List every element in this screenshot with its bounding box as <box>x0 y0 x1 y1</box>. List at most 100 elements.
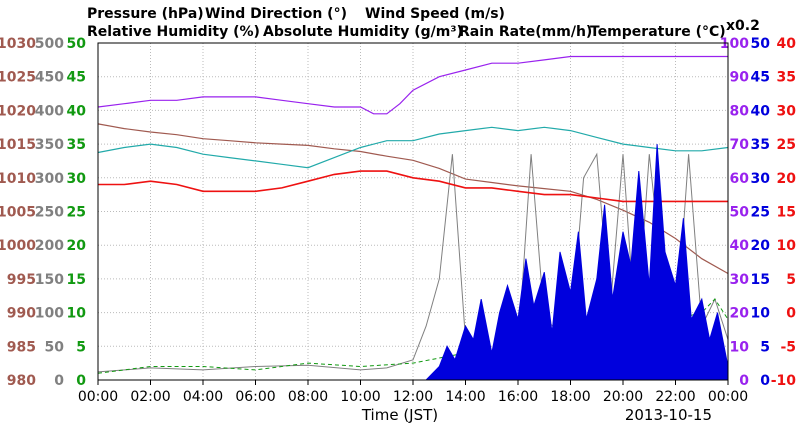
legend-absolute-humidity: Absolute Humidity (g/m³) <box>263 24 463 40</box>
wind-speed-tick: 45 <box>67 70 86 86</box>
wind-direction-tick: 50 <box>45 339 65 355</box>
wind-speed-tick: 20 <box>67 238 87 254</box>
date-label: 2013-10-15 <box>625 406 712 424</box>
wind-direction-tick: 250 <box>35 205 64 221</box>
x-tick-label: 12:00 <box>393 389 433 405</box>
x-tick-label: 04:00 <box>183 389 223 405</box>
x-axis-label: Time (JST) <box>361 406 438 424</box>
rain-rate-tick: 30 <box>751 171 771 187</box>
temperature-tick: 25 <box>777 137 796 153</box>
relative-humidity-tick: 20 <box>730 306 750 322</box>
x-tick-label: 10:00 <box>340 389 380 405</box>
temperature-tick: -10 <box>771 373 797 389</box>
wind-direction-tick: 400 <box>35 103 64 119</box>
wind-speed-tick: 15 <box>67 272 86 288</box>
rain-rate-tick: 0 <box>760 373 770 389</box>
rain-rate-tick: 40 <box>751 103 771 119</box>
relative-humidity-tick: 60 <box>730 171 750 187</box>
legend-relative-humidity: Relative Humidity (%) <box>87 24 260 40</box>
pressure-tick: 1005 <box>0 205 36 221</box>
x-tick-label: 14:00 <box>445 389 485 405</box>
legend-wind-speed: Wind Speed (m/s) <box>365 6 505 22</box>
wind-direction-tick: 300 <box>35 171 64 187</box>
rain-rate-tick: 35 <box>751 137 770 153</box>
wind-speed-tick: 0 <box>76 373 86 389</box>
x-tick-label: 18:00 <box>550 389 590 405</box>
wind-direction-tick: 0 <box>54 373 64 389</box>
wind-speed-tick: 30 <box>67 171 87 187</box>
x-tick-label: 06:00 <box>235 389 275 405</box>
wind-speed-tick: 40 <box>67 103 87 119</box>
pressure-tick: 1015 <box>0 137 36 153</box>
wind-speed-tick: 35 <box>67 137 86 153</box>
wind-direction-tick: 150 <box>35 272 64 288</box>
relative-humidity-tick: 70 <box>730 137 750 153</box>
relative-humidity-tick: 30 <box>730 272 750 288</box>
x-tick-label: 16:00 <box>498 389 538 405</box>
x-axis-ticks: 00:00 02:00 04:00 06:00 08:00 10:00 12:00 14:00… <box>78 380 748 405</box>
relative-humidity-tick: 40 <box>730 238 750 254</box>
rain-rate-tick: 45 <box>751 70 770 86</box>
relative-humidity-tick: 100 <box>720 36 749 52</box>
scale-note: x0.2 <box>726 18 760 34</box>
temperature-tick: 5 <box>786 272 796 288</box>
x-tick-label: 20:00 <box>603 389 643 405</box>
pressure-tick: 1020 <box>0 103 36 119</box>
rain-rate-tick: 20 <box>751 238 771 254</box>
pressure-tick: 1030 <box>0 36 36 52</box>
relative-humidity-tick: 80 <box>730 103 750 119</box>
grid <box>98 43 728 380</box>
pressure-tick: 990 <box>7 306 36 322</box>
x-tick-label: 22:00 <box>655 389 695 405</box>
x-tick-label: 00:00 <box>708 389 748 405</box>
rain-rate-tick: 10 <box>751 306 771 322</box>
pressure-tick: 980 <box>7 373 36 389</box>
wind-speed-tick: 25 <box>67 205 86 221</box>
wind-direction-tick: 200 <box>35 238 64 254</box>
series-absolute-humidity <box>97 126 729 169</box>
temperature-tick: 20 <box>777 171 797 187</box>
wind-direction-tick: 100 <box>35 306 64 322</box>
pressure-tick: 1010 <box>0 171 36 187</box>
wind-direction-tick: 450 <box>35 70 64 86</box>
series-pressure <box>97 123 729 275</box>
x-tick-label: 00:00 <box>78 389 118 405</box>
legend: Pressure (hPa) Wind Direction (°) Wind S… <box>87 6 760 40</box>
wind-direction-tick: 500 <box>35 36 64 52</box>
right-axes: 0102030405060708090100051015202530354045… <box>720 36 796 389</box>
wind-speed-tick: 5 <box>76 339 86 355</box>
legend-pressure: Pressure (hPa) <box>87 6 204 22</box>
legend-rain-rate: Rain Rate(mm/h) <box>459 24 592 40</box>
pressure-tick: 995 <box>7 272 36 288</box>
x-tick-label: 02:00 <box>130 389 170 405</box>
left-axes: 9809859909951000100510101015102010251030… <box>0 36 86 389</box>
pressure-tick: 1000 <box>0 238 36 254</box>
rain-rate-tick: 15 <box>751 272 770 288</box>
series-layer <box>97 55 729 381</box>
temperature-tick: 35 <box>777 70 796 86</box>
x-tick-label: 08:00 <box>288 389 328 405</box>
relative-humidity-tick: 0 <box>739 373 749 389</box>
legend-temperature: Temperature (°C) <box>590 24 726 40</box>
wind-speed-tick: 10 <box>67 306 87 322</box>
rain-rate-tick: 25 <box>751 205 770 221</box>
temperature-tick: 0 <box>786 306 796 322</box>
legend-wind-direction: Wind Direction (°) <box>205 6 347 22</box>
relative-humidity-tick: 90 <box>730 70 750 86</box>
rain-rate-tick: 5 <box>760 339 770 355</box>
temperature-tick: -5 <box>780 339 796 355</box>
series-relative-humidity <box>97 55 728 115</box>
wind-direction-tick: 350 <box>35 137 64 153</box>
temperature-tick: 10 <box>777 238 797 254</box>
temperature-tick: 40 <box>777 36 797 52</box>
pressure-tick: 985 <box>7 339 36 355</box>
wind-speed-tick: 50 <box>67 36 87 52</box>
temperature-tick: 15 <box>777 205 796 221</box>
series-rain-rate <box>424 144 729 381</box>
pressure-tick: 1025 <box>0 70 36 86</box>
series-temperature <box>98 170 728 203</box>
temperature-tick: 30 <box>777 103 797 119</box>
rain-rate-tick: 50 <box>751 36 771 52</box>
relative-humidity-tick: 10 <box>730 339 750 355</box>
